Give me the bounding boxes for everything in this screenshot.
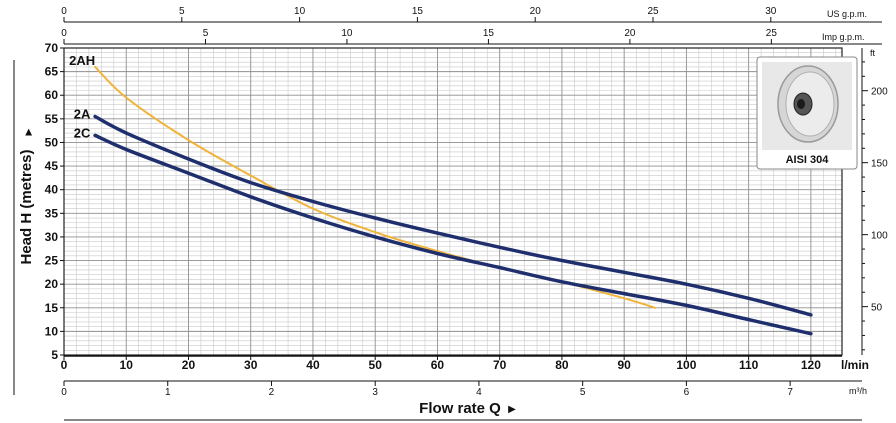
y-tick-label: 5 — [51, 348, 58, 362]
x-tick-label: 30 — [244, 358, 258, 372]
series-layer: 2AH 2A 2C — [69, 53, 813, 336]
plot-frame — [63, 47, 843, 356]
x-tick-label: 90 — [617, 358, 631, 372]
series-line-2c — [93, 133, 813, 336]
x-tick-label: 120 — [801, 358, 821, 372]
x-tick-label: 110 — [739, 358, 759, 372]
x-tick-label: 20 — [182, 358, 196, 372]
y-tick-label: 60 — [45, 88, 59, 102]
x-tick-label: 10 — [120, 358, 134, 372]
imp-gpm-tick-label: 10 — [341, 28, 353, 39]
y-tick-label: 40 — [45, 183, 59, 197]
x-tick-label: 70 — [493, 358, 507, 372]
us-gpm-tick-label: 25 — [647, 6, 659, 17]
us-gpm-tick-label: 0 — [61, 6, 67, 17]
y-tick-label: 10 — [45, 324, 59, 338]
chart-labels: Head H (metres) ▶ Flow rate Q ▶ l/min US… — [18, 9, 876, 417]
imp-gpm-tick-label: 25 — [766, 28, 778, 39]
m3h-tick-label: 7 — [787, 387, 793, 398]
y-axis-arrow-icon: ▶ — [23, 128, 33, 135]
imp-gpm-tick-label: 15 — [483, 28, 495, 39]
plot-area — [64, 48, 842, 355]
x-tick-label: 40 — [306, 358, 320, 372]
y-tick-label: 20 — [45, 277, 59, 291]
y-tick-label: 50 — [45, 135, 59, 149]
series-label-2c: 2C — [74, 125, 91, 140]
imp-gpm-tick-label: 0 — [61, 28, 67, 39]
x-tick-label: 50 — [369, 358, 383, 372]
imp-gpm-tick-label: 5 — [203, 28, 209, 39]
imp-gpm-tick-label: 20 — [624, 28, 636, 39]
chart-grid — [63, 47, 842, 356]
us-gpm-tick-label: 20 — [530, 6, 542, 17]
m3h-tick-label: 0 — [61, 387, 67, 398]
y-tick-label: 30 — [45, 230, 59, 244]
x-tick-label: 100 — [676, 358, 696, 372]
impeller-hub-hole — [797, 99, 805, 109]
series-label-2a: 2A — [74, 106, 91, 121]
m3h-tick-label: 1 — [165, 387, 171, 398]
y-tick-label: 45 — [45, 159, 59, 173]
series-label-2ah: 2AH — [69, 53, 95, 68]
ft-tick-label: 150 — [871, 159, 888, 170]
x-tick-label: 60 — [431, 358, 445, 372]
y-tick-label: 65 — [45, 65, 59, 79]
us-gpm-unit-label: US g.p.m. — [827, 9, 867, 19]
x-axis-label: Flow rate Q — [419, 400, 501, 417]
m3h-tick-label: 5 — [580, 387, 586, 398]
m3h-unit-label: m³/h — [849, 386, 867, 396]
x-tick-label: 0 — [61, 358, 68, 372]
ft-tick-label: 100 — [871, 231, 888, 242]
m3h-tick-label: 6 — [684, 387, 690, 398]
y-tick-label: 15 — [45, 301, 59, 315]
ft-tick-label: 200 — [871, 87, 888, 98]
y-tick-label: 70 — [45, 41, 59, 55]
y-tick-label: 25 — [45, 254, 59, 268]
us-gpm-tick-label: 5 — [179, 6, 185, 17]
product-image: AISI 304 — [756, 56, 858, 170]
m3h-tick-label: 4 — [476, 387, 482, 398]
lmin-unit-label: l/min — [841, 358, 869, 372]
m3h-tick-label: 2 — [269, 387, 275, 398]
y-tick-label: 35 — [45, 206, 59, 220]
imp-gpm-unit-label: Imp g.p.m. — [822, 32, 865, 42]
us-gpm-tick-label: 10 — [294, 6, 306, 17]
us-gpm-tick-label: 30 — [765, 6, 777, 17]
ft-tick-label: 50 — [871, 303, 883, 314]
ft-unit-label: ft — [870, 48, 876, 58]
x-tick-label: 80 — [555, 358, 569, 372]
series-line-2a — [93, 114, 813, 317]
inset-caption: AISI 304 — [786, 154, 830, 166]
m3h-tick-label: 3 — [372, 387, 378, 398]
y-tick-label: 55 — [45, 112, 59, 126]
us-gpm-tick-label: 15 — [412, 6, 424, 17]
y-axis-label: Head H (metres) — [18, 149, 35, 264]
x-axis-arrow-icon: ▶ — [508, 404, 516, 415]
